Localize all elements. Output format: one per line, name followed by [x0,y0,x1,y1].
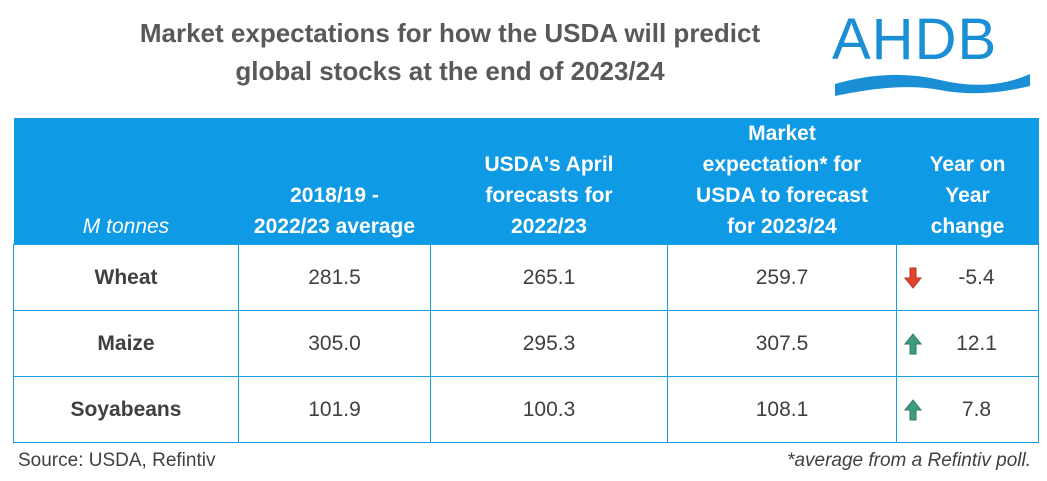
header-line: Year on [929,153,1006,176]
table-cell: 101.9 [238,376,431,443]
column-header-market-expectation: Market expectation* for USDA to forecast… [667,118,897,245]
change-cell: 7.8 [896,376,1039,443]
change-cell: 12.1 [896,310,1039,377]
header-line: 2022/23 [511,215,587,238]
change-value: 12.1 [956,331,997,355]
column-header-yoy-change: Year on Year change [896,118,1039,245]
header-line: forecasts for [485,184,613,207]
logo-text: AHDB [832,7,998,72]
table-cell: 265.1 [430,244,668,311]
header-row: M tonnes 2018/19 - 2022/23 average USDA'… [13,118,1039,245]
source-note: Source: USDA, Refintiv [18,450,216,471]
change-value: -5.4 [958,265,995,289]
table-cell: 281.5 [238,244,431,311]
table-cell: 100.3 [430,376,668,443]
footnote: *average from a Refintiv poll. [787,450,1031,471]
title-line-1: Market expectations for how the USDA wil… [139,18,761,48]
change-value: 7.8 [961,397,992,421]
column-header-average: 2018/19 - 2022/23 average [238,118,431,245]
row-label: Wheat [13,244,239,311]
table-row: Wheat 281.5 265.1 259.7 -5.4 [13,244,1039,311]
header-line: USDA to forecast [696,184,868,207]
arrow-up-icon [903,332,923,354]
title-line-2: global stocks at the end of 2023/24 [235,56,665,86]
table-row: Maize 305.0 295.3 307.5 12.1 [13,310,1039,377]
unit-header: M tonnes [13,118,239,245]
table-cell: 307.5 [667,310,897,377]
row-label: Maize [13,310,239,377]
header-line: 2018/19 - [290,184,379,207]
arrow-down-icon [903,267,923,289]
header-line: change [930,215,1005,238]
table-cell: 108.1 [667,376,897,443]
column-header-usda-april: USDA's April forecasts for 2022/23 [430,118,668,245]
chart-title: Market expectations for how the USDA wil… [60,14,840,90]
data-table: M tonnes 2018/19 - 2022/23 average USDA'… [13,118,1039,443]
header-line: Year [945,184,990,207]
header-line: Market [748,122,816,145]
table-cell: 305.0 [238,310,431,377]
logo-wave-icon [835,74,1030,96]
header-line: for 2023/24 [727,215,837,238]
row-label: Soyabeans [13,376,239,443]
header-line: expectation* for [702,153,862,176]
change-cell: -5.4 [896,244,1039,311]
table-cell: 295.3 [430,310,668,377]
table-row: Soyabeans 101.9 100.3 108.1 7.8 [13,376,1039,443]
arrow-up-icon [903,398,923,420]
table-cell: 259.7 [667,244,897,311]
header-line: USDA's April [484,153,614,176]
ahdb-logo: AHDB [830,6,1035,101]
header-line: 2022/23 average [253,215,416,238]
